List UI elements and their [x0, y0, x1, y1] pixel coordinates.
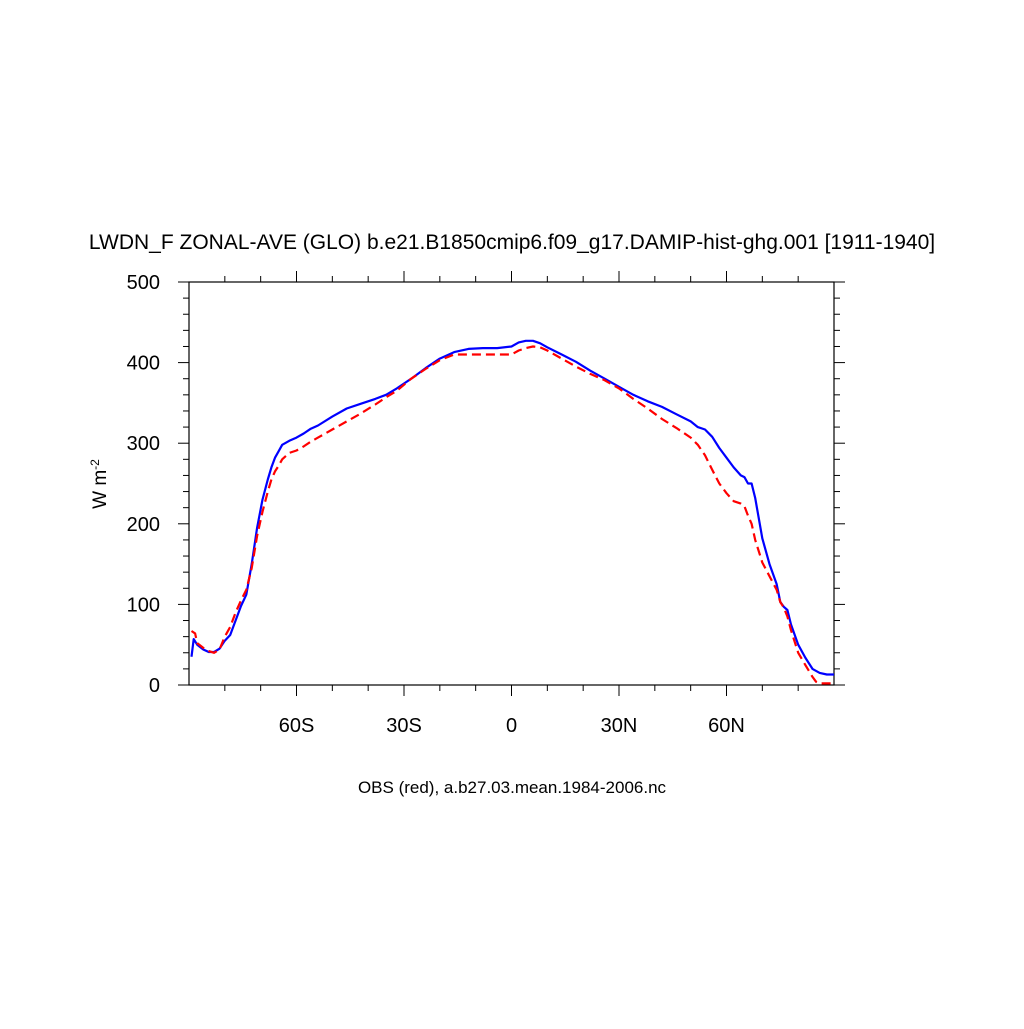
x-axis-tick-labels: 60S 30S 0 30N 60N: [279, 715, 745, 737]
series-lines: [190, 339, 834, 685]
y-tick-label: 500: [127, 272, 160, 294]
y-axis-label-exponent: -2: [88, 459, 102, 470]
y-tick-label: 200: [127, 514, 160, 536]
y-axis-label: W m-2: [88, 459, 111, 509]
y-axis-label-base: W m: [90, 470, 111, 509]
x-tick-label: 30S: [386, 715, 422, 737]
y-axis-tick-labels: 0 100 200 300 400 500: [127, 272, 160, 697]
plot-frame: [188, 281, 835, 686]
chart-caption: OBS (red), a.b27.03.mean.1984-2006.nc: [358, 778, 667, 797]
x-tick-label: 30N: [601, 715, 638, 737]
x-tick-label: 60N: [708, 715, 745, 737]
y-tick-label: 100: [127, 594, 160, 616]
axis-ticks: [178, 271, 845, 696]
y-tick-label: 0: [149, 675, 160, 697]
chart-title: LWDN_F ZONAL-AVE (GLO) b.e21.B1850cmip6.…: [89, 231, 935, 254]
obs-series-line: [190, 345, 834, 685]
y-tick-label: 300: [127, 433, 160, 455]
model-series-line: [190, 339, 834, 676]
y-tick-label: 400: [127, 353, 160, 375]
x-tick-label: 60S: [279, 715, 315, 737]
x-tick-label: 0: [506, 715, 517, 737]
